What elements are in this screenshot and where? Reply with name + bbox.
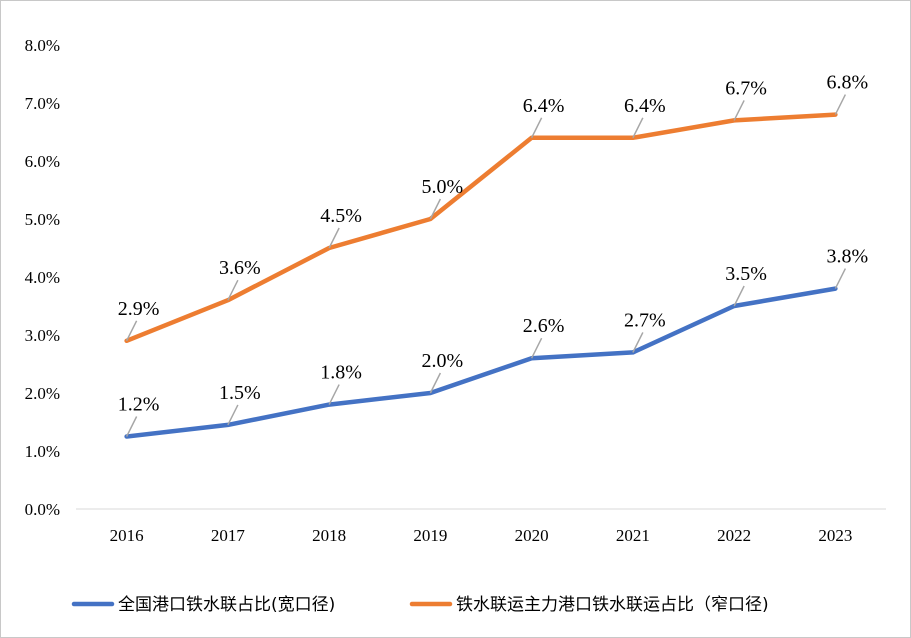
y-tick-label: 5.0% (25, 210, 60, 229)
y-tick-label: 8.0% (25, 36, 60, 55)
x-tick-label: 2017 (211, 526, 246, 545)
data-label: 1.8% (320, 362, 362, 384)
x-tick-label: 2019 (413, 526, 447, 545)
data-label: 2.0% (422, 350, 464, 372)
y-tick-label: 3.0% (25, 326, 60, 345)
data-label: 1.5% (219, 382, 261, 404)
data-label-leader (328, 384, 340, 405)
data-label: 3.5% (725, 263, 767, 285)
series-line (124, 112, 838, 344)
legend-label: 铁水联运主力港口铁水联运占比（窄口径) (456, 595, 769, 615)
data-label-leader (429, 198, 442, 220)
data-label: 6.4% (624, 95, 666, 117)
y-tick-label: 6.0% (25, 152, 60, 171)
data-label: 2.9% (118, 298, 160, 320)
x-tick-label: 2020 (515, 526, 549, 545)
y-tick-label: 4.0% (25, 268, 60, 287)
data-label-leader (632, 332, 644, 353)
data-label: 6.8% (827, 72, 869, 94)
data-label-leader (227, 279, 239, 301)
y-tick-label: 7.0% (25, 94, 60, 113)
data-label-leader (834, 94, 847, 115)
data-label: 2.7% (624, 309, 666, 331)
data-label-leader (733, 285, 745, 307)
y-tick-label: 0.0% (25, 500, 60, 519)
data-label-leader (530, 117, 543, 139)
data-label-leader (733, 100, 745, 121)
x-tick-label: 2016 (110, 526, 144, 545)
data-label: 6.4% (523, 95, 565, 117)
data-label-leader (632, 117, 644, 139)
data-label: 6.7% (725, 77, 767, 99)
data-label: 2.6% (523, 315, 565, 337)
data-label-leader (834, 268, 847, 289)
data-label: 3.8% (827, 246, 869, 268)
data-label: 3.6% (219, 257, 261, 279)
data-label: 5.0% (422, 176, 464, 198)
data-label-leader (227, 404, 239, 426)
data-label-leader (328, 227, 340, 249)
data-label-leader (530, 337, 543, 359)
y-tick-label: 1.0% (25, 442, 60, 461)
data-label-leader (125, 320, 138, 342)
data-label-leader (125, 416, 138, 437)
data-label: 1.2% (118, 394, 160, 416)
x-tick-label: 2023 (818, 526, 852, 545)
x-tick-label: 2021 (616, 526, 650, 545)
series-line (124, 286, 838, 439)
x-tick-label: 2018 (312, 526, 346, 545)
legend-label: 全国港口铁水联占比(宽口径) (118, 595, 335, 615)
x-tick-label: 2022 (717, 526, 751, 545)
y-tick-label: 2.0% (25, 384, 60, 403)
data-label: 4.5% (320, 205, 362, 227)
data-label-leader (429, 372, 442, 394)
